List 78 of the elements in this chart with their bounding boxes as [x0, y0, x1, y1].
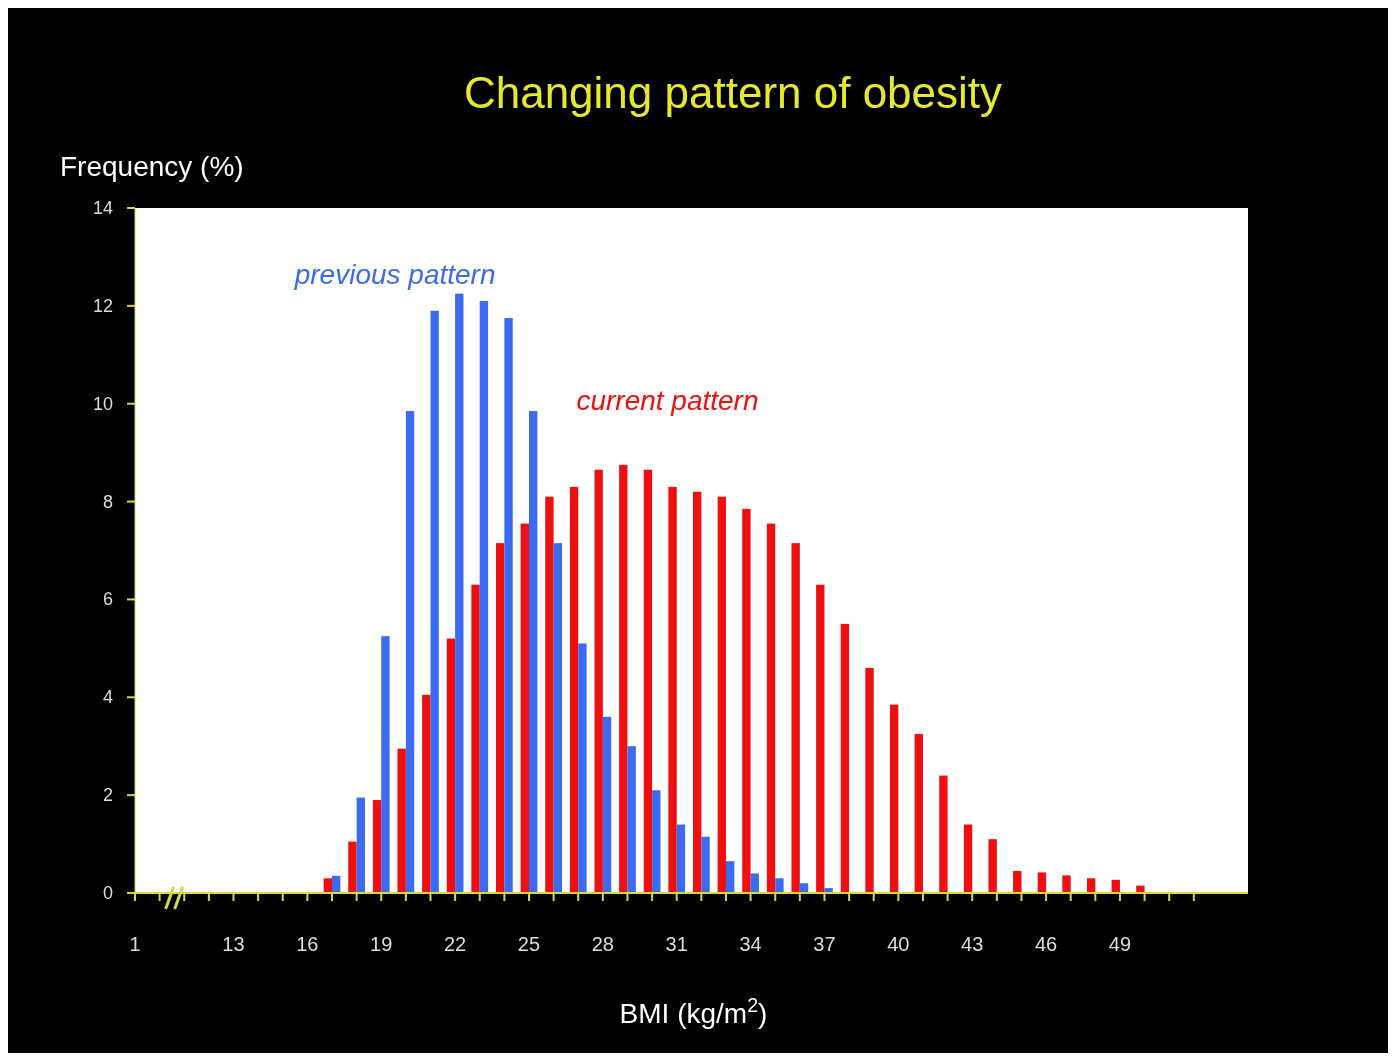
text: current pattern	[576, 384, 759, 416]
y-tick-label: 2	[102, 785, 113, 806]
bar	[1037, 872, 1047, 893]
x-tick-label: 34	[739, 933, 762, 955]
bar	[455, 293, 464, 893]
bar	[1013, 870, 1022, 893]
bar	[750, 873, 759, 893]
bar	[963, 824, 973, 893]
bar	[504, 318, 513, 893]
bar	[405, 411, 415, 893]
bar	[331, 875, 341, 893]
bar	[791, 543, 800, 893]
bar	[602, 716, 612, 893]
x-axis-title: BMI (kg/m$^{2}$)	[619, 994, 768, 1029]
bar	[348, 841, 357, 893]
x-tick-label: 40	[887, 933, 910, 955]
bar	[627, 746, 636, 893]
y-tick-label: 4	[102, 687, 113, 708]
bar	[545, 496, 554, 893]
x-tick-label: 22	[443, 933, 467, 955]
bar	[939, 775, 948, 893]
bar	[816, 584, 825, 893]
bar	[717, 496, 726, 893]
bar	[495, 543, 505, 893]
bar	[578, 643, 587, 893]
bar	[766, 523, 776, 893]
bar	[397, 748, 406, 893]
bar	[676, 824, 686, 893]
bar	[988, 839, 997, 893]
bar	[652, 790, 661, 893]
bar	[725, 861, 735, 893]
x-tick-label: 46	[1034, 933, 1058, 955]
bar	[430, 310, 439, 893]
x-tick-label: 37	[813, 933, 836, 955]
bar	[1062, 875, 1071, 893]
bar	[594, 469, 603, 893]
bar	[520, 523, 529, 893]
y-tick-label: 14	[92, 198, 113, 218]
chart-title: Changing pattern of obesity	[463, 68, 1003, 117]
y-tick-label: 12	[92, 295, 113, 316]
x-tick-label: 13	[222, 933, 245, 955]
y-tick-label: 10	[92, 393, 113, 414]
bar	[840, 623, 850, 893]
x-tick-label: 25	[517, 933, 541, 955]
y-tick-label: 6	[102, 589, 113, 610]
y-tick-label: 0	[102, 883, 113, 903]
bar	[668, 486, 677, 893]
y-tick-label: 8	[102, 491, 113, 512]
bar	[446, 638, 456, 893]
bar	[471, 584, 480, 893]
bar	[619, 464, 628, 893]
bar	[553, 543, 562, 893]
x-tick-label: 31	[665, 933, 688, 955]
x-tick-label: 49	[1108, 933, 1132, 955]
series-label: previous pattern	[293, 258, 496, 290]
bar	[356, 797, 365, 893]
x-tick-label: 1	[129, 933, 141, 955]
y-axis-title: Frequency (%)	[60, 151, 244, 182]
bar	[914, 733, 923, 893]
x-tick-label: 16	[296, 933, 319, 955]
x-tick-label: 43	[961, 933, 984, 955]
bar	[528, 411, 538, 893]
bar	[372, 800, 382, 893]
bar	[775, 878, 784, 893]
x-tick-label: 19	[370, 933, 393, 955]
bar	[1086, 878, 1096, 893]
bar	[692, 491, 702, 893]
bar	[643, 469, 653, 893]
bar	[865, 667, 874, 893]
bar	[701, 836, 710, 893]
bar	[422, 694, 431, 893]
x-tick-label: 28	[591, 933, 614, 955]
bar	[889, 704, 899, 893]
bar	[381, 636, 390, 893]
bar	[569, 486, 579, 893]
bar	[742, 508, 751, 893]
bar	[323, 878, 332, 893]
bar	[479, 300, 489, 893]
